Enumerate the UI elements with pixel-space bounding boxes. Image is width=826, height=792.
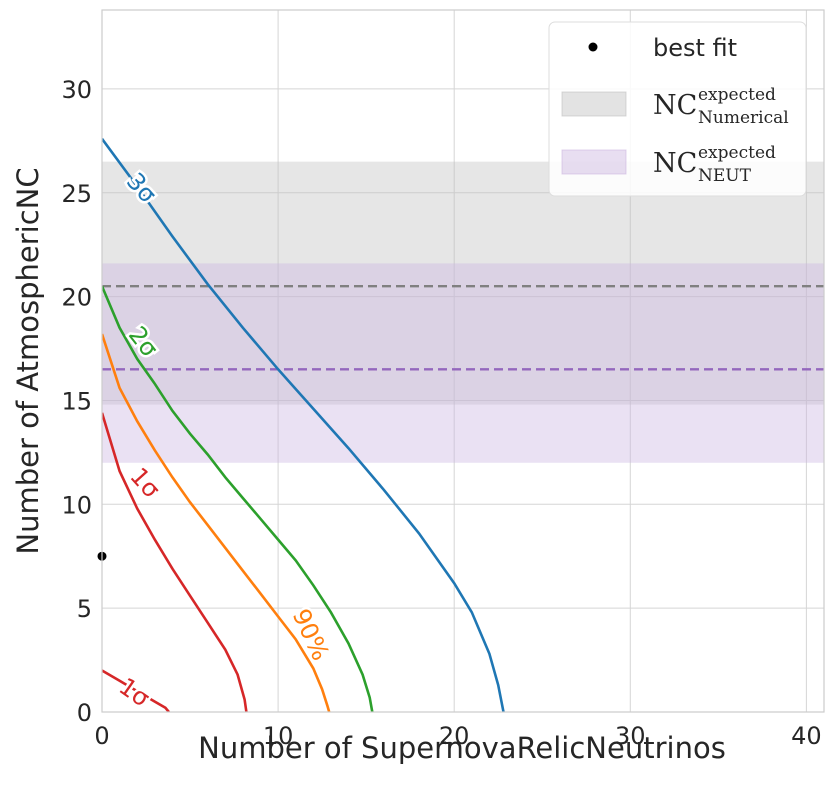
legend-band-sub-0: Numerical (698, 108, 789, 128)
band-0 (102, 161, 824, 405)
contour-line-4 (102, 138, 505, 712)
band-1 (102, 263, 824, 463)
y-tick-label: 0 (77, 699, 92, 727)
x-tick-label: 40 (791, 722, 822, 750)
x-tick-label: 0 (94, 722, 109, 750)
contour-line-2 (102, 333, 331, 712)
contour-line-0 (102, 412, 248, 712)
contour-line-3 (102, 285, 374, 712)
x-axis-label: Number of SupernovaRelicNeutrinos (198, 731, 726, 765)
legend-band-swatch-1 (561, 149, 627, 175)
y-tick-label: 20 (61, 284, 92, 312)
legend-box (548, 21, 807, 197)
legend-band-label-0: NC (653, 90, 697, 121)
legend-band-sup-1: expected (698, 143, 776, 163)
y-tick-label: 15 (61, 387, 92, 415)
y-axis-label: Number of AtmosphericNC (11, 167, 45, 554)
legend-best-fit-label: best fit (653, 34, 737, 62)
x-tick-label: 10 (263, 722, 294, 750)
y-tick-label: 30 (61, 76, 92, 104)
contour-line-1 (102, 669, 170, 712)
x-tick-label: 30 (615, 722, 646, 750)
legend-best-fit-marker (588, 42, 598, 52)
x-tick-label: 20 (439, 722, 470, 750)
y-tick-label: 10 (61, 491, 92, 519)
legend-band-label-1: NC (653, 148, 697, 179)
y-tick-label: 25 (61, 180, 92, 208)
legend-band-swatch-0 (561, 91, 627, 117)
legend-band-sup-0: expected (698, 85, 776, 105)
y-tick-label: 5 (77, 595, 92, 623)
axes-frame (101, 9, 825, 713)
legend-band-sub-1: NEUT (698, 166, 752, 186)
